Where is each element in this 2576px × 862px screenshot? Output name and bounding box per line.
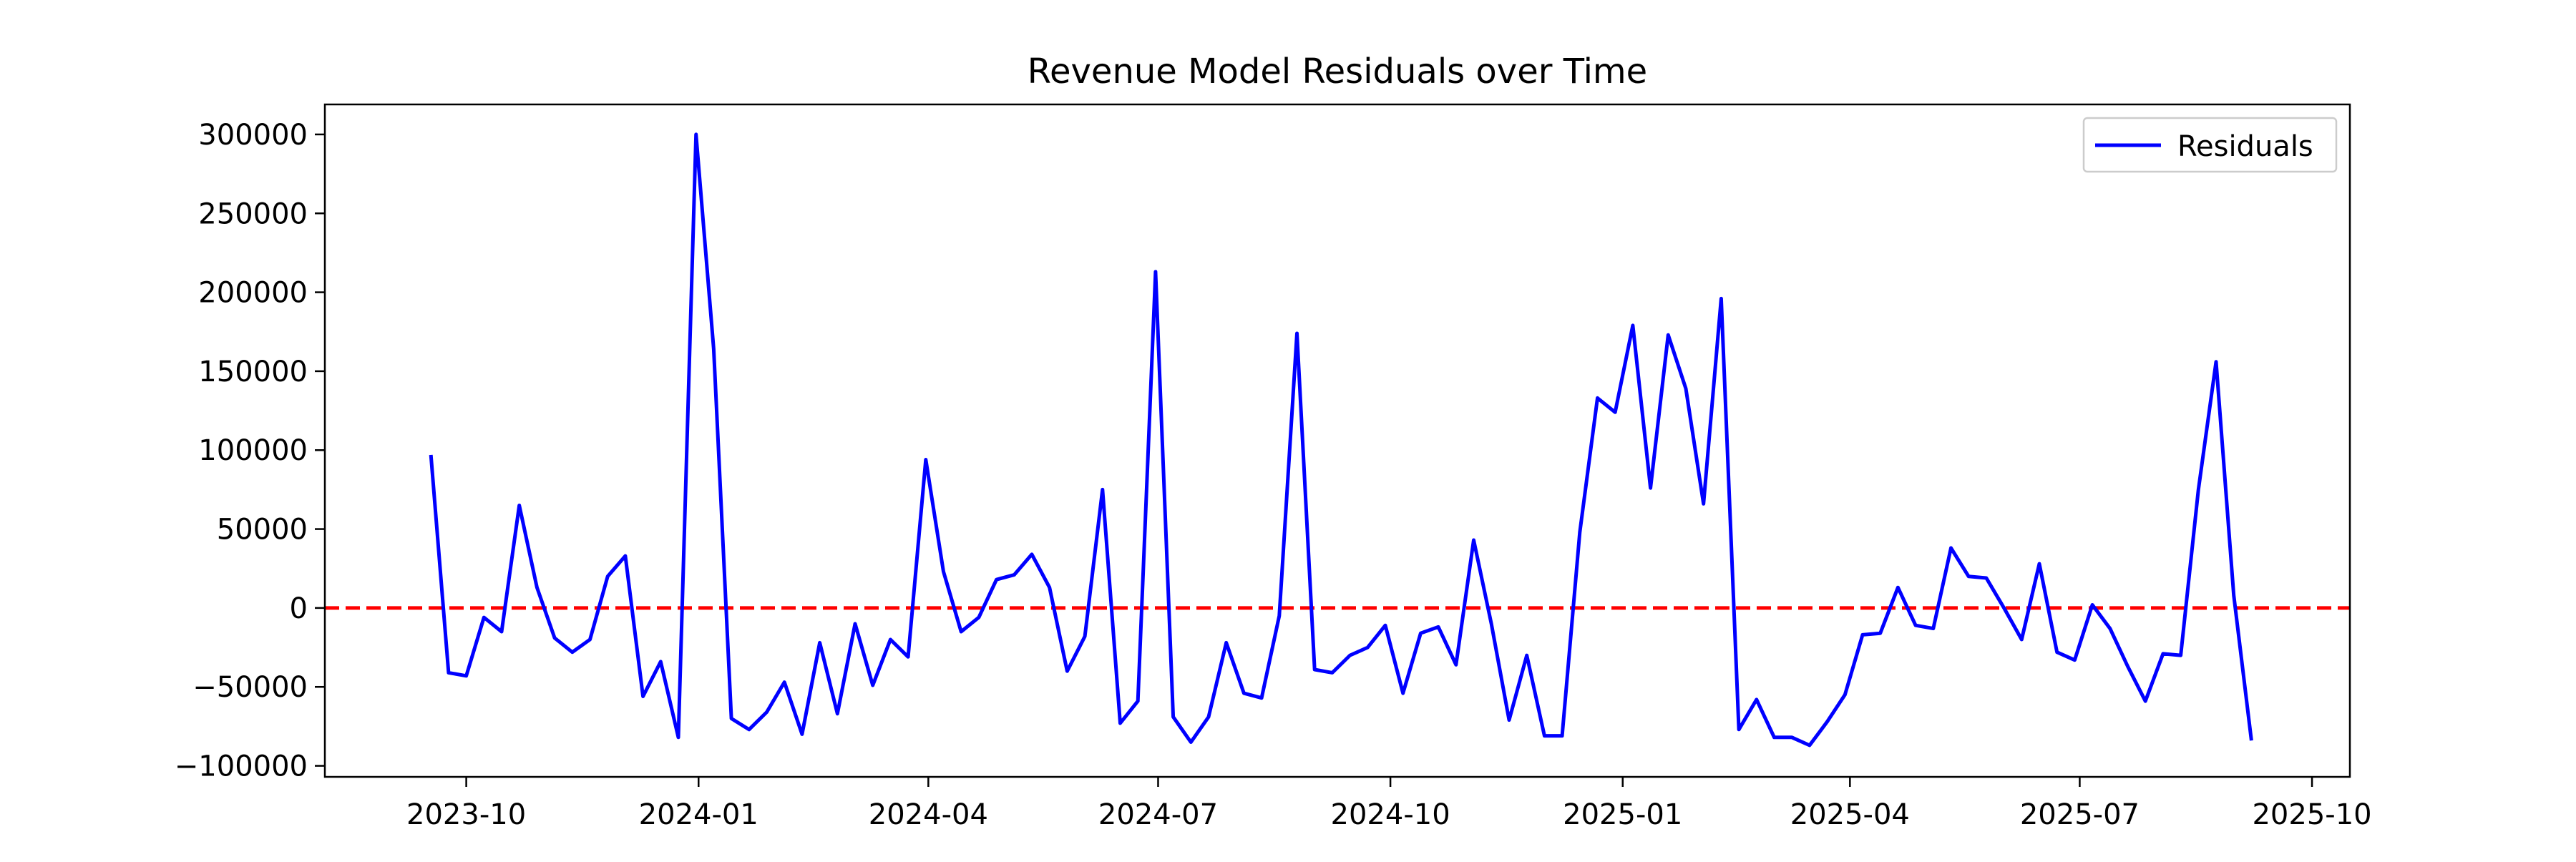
y-tick-label: 50000	[217, 514, 308, 547]
y-tick-label: 150000	[198, 356, 308, 388]
x-tick-label: 2025-07	[2020, 798, 2140, 831]
x-tick-label: 2025-04	[1790, 798, 1910, 831]
legend: Residuals	[2084, 118, 2336, 172]
y-tick-label: 200000	[198, 277, 308, 310]
y-tick-label: 250000	[198, 197, 308, 230]
x-tick-label: 2024-04	[869, 798, 988, 831]
x-tick-label: 2024-10	[1331, 798, 1450, 831]
legend-label: Residuals	[2177, 130, 2313, 163]
chart-title: Revenue Model Residuals over Time	[1028, 52, 1647, 92]
y-tick-label: 0	[290, 592, 308, 625]
plot-frame	[325, 104, 2350, 777]
y-tick-label: 300000	[198, 119, 308, 152]
y-tick-label: 100000	[198, 434, 308, 467]
x-tick-label: 2025-01	[1563, 798, 1682, 831]
series-line-0	[431, 134, 2251, 745]
plot-area	[325, 134, 2350, 745]
y-tick-label: −50000	[192, 671, 308, 704]
y-tick-label: −100000	[175, 750, 308, 783]
axes: 300000 250000 200000 150000 100000 50000 0 −500…	[175, 104, 2372, 831]
x-tick-label: 2023-10	[406, 798, 526, 831]
x-tick-label: 2024-07	[1098, 798, 1218, 831]
x-tick-label: 2025-10	[2252, 798, 2371, 831]
x-tick-label: 2024-01	[639, 798, 758, 831]
